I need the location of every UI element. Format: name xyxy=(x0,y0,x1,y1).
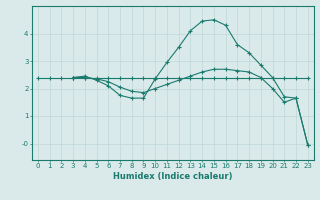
X-axis label: Humidex (Indice chaleur): Humidex (Indice chaleur) xyxy=(113,172,233,181)
